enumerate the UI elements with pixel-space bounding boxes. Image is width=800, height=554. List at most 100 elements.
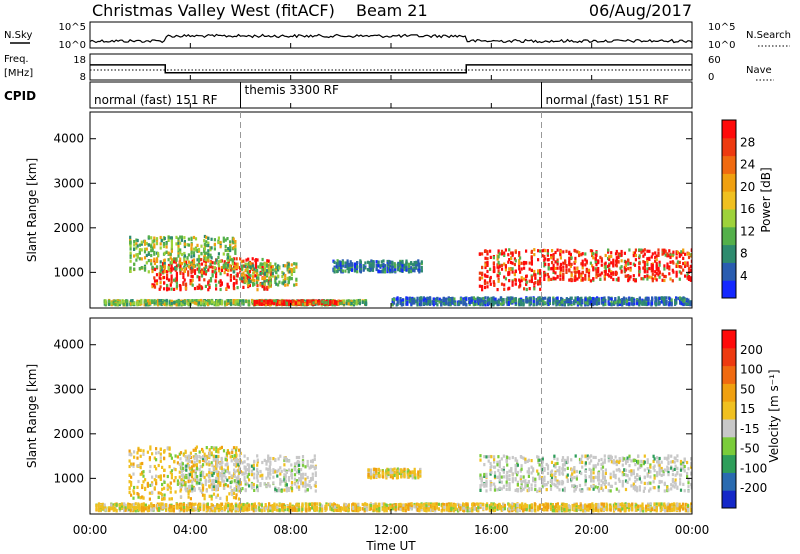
heatmap-cell xyxy=(177,252,180,256)
heatmap-cell xyxy=(416,299,419,303)
heatmap-cell xyxy=(179,241,182,245)
heatmap-cell xyxy=(214,279,217,283)
heatmap-cell xyxy=(592,296,595,301)
heatmap-cell xyxy=(618,302,621,306)
heatmap-cell xyxy=(663,267,666,271)
heatmap-cell xyxy=(253,278,256,282)
heatmap-cell xyxy=(573,299,576,303)
heatmap-cell xyxy=(324,301,327,305)
heatmap-cell xyxy=(185,468,188,472)
heatmap-cell xyxy=(551,249,554,253)
heatmap-cell xyxy=(634,248,637,252)
heatmap-cell xyxy=(542,299,545,303)
heatmap-cell xyxy=(338,264,341,268)
heatmap-cell xyxy=(646,277,649,281)
heatmap-cell xyxy=(217,280,221,284)
heatmap-cell xyxy=(580,303,583,307)
cpid-segment-text: themis 3300 RF xyxy=(245,83,339,97)
heatmap-cell xyxy=(284,273,287,278)
heatmap-cell xyxy=(570,296,573,300)
heatmap-cell xyxy=(556,258,559,262)
heatmap-cell xyxy=(225,302,229,306)
heatmap-cell xyxy=(539,287,542,291)
heatmap-cell xyxy=(658,260,661,264)
heatmap-cell xyxy=(141,470,144,475)
heatmap-cell xyxy=(511,261,514,265)
heatmap-cell xyxy=(552,257,555,261)
heatmap-cell xyxy=(153,243,156,247)
heatmap-cell xyxy=(405,261,408,265)
heatmap-cell xyxy=(513,273,516,277)
heatmap-cell xyxy=(556,262,559,266)
heatmap-cell xyxy=(416,296,419,300)
heatmap-cell xyxy=(153,250,156,255)
heatmap-cell xyxy=(522,302,525,306)
heatmap-cell xyxy=(253,299,256,303)
heatmap-cell xyxy=(341,269,344,273)
heatmap-cell xyxy=(346,261,349,265)
heatmap-cell xyxy=(576,298,579,302)
heatmap-cell xyxy=(301,302,304,306)
heatmap-cell xyxy=(484,296,487,300)
heatmap-cell xyxy=(629,261,632,266)
heatmap-cell xyxy=(440,298,443,302)
heatmap-cell xyxy=(201,449,205,453)
heatmap-cell xyxy=(594,257,597,261)
heatmap-cell xyxy=(273,302,276,306)
heatmap-cell xyxy=(513,299,516,303)
heatmap-cell xyxy=(627,262,630,266)
heatmap-cell xyxy=(151,481,154,485)
heatmap-cell xyxy=(418,299,422,303)
heatmap-cell xyxy=(205,301,208,305)
heatmap-cell xyxy=(209,263,212,267)
heatmap-cell xyxy=(215,271,218,276)
heatmap-cell xyxy=(242,271,245,275)
heatmap-cell xyxy=(188,460,192,464)
heatmap-cell xyxy=(546,272,549,277)
heatmap-cell xyxy=(547,266,550,270)
heatmap-cell xyxy=(196,267,199,271)
heatmap-cell xyxy=(658,301,661,305)
heatmap-cell xyxy=(207,282,210,286)
heatmap-cell xyxy=(382,265,385,269)
heatmap-cell xyxy=(235,446,238,450)
heatmap-cell xyxy=(225,458,228,462)
heatmap-cell xyxy=(253,270,256,274)
heatmap-cell xyxy=(364,266,367,270)
heatmap-cell xyxy=(232,301,235,305)
heatmap-cell xyxy=(182,479,185,483)
heatmap-cell xyxy=(169,453,172,457)
heatmap-cell xyxy=(678,260,681,264)
heatmap-cell xyxy=(215,462,218,466)
heatmap-cell xyxy=(288,270,291,274)
heatmap-cell xyxy=(161,487,164,491)
heatmap-cell xyxy=(525,287,528,292)
cpid-segment-text: normal (fast) 151 RF xyxy=(94,93,218,107)
heatmap-cell xyxy=(166,277,169,281)
heatmap-cell xyxy=(496,288,499,292)
heatmap-cell xyxy=(497,260,500,264)
heatmap-cell xyxy=(479,301,482,305)
heatmap-cell xyxy=(133,247,136,251)
heatmap-cell xyxy=(565,249,568,253)
heatmap-cell xyxy=(140,248,143,252)
heatmap-cell xyxy=(618,300,621,304)
heatmap-cell xyxy=(608,269,611,273)
heatmap-cell xyxy=(157,253,160,257)
heatmap-cell xyxy=(269,265,272,269)
heatmap-cell xyxy=(173,257,176,261)
heatmap-cell xyxy=(174,454,177,458)
heatmap-cell xyxy=(293,267,296,271)
heatmap-cell xyxy=(391,263,394,267)
heatmap-cell xyxy=(138,257,141,261)
heatmap-cell xyxy=(573,261,576,265)
heatmap-cell xyxy=(220,281,223,285)
heatmap-cell xyxy=(493,266,496,270)
heatmap-cell xyxy=(687,267,691,271)
heatmap-cell xyxy=(224,265,227,269)
heatmap-cell xyxy=(129,247,132,251)
heatmap-cell xyxy=(173,287,176,291)
heatmap-cell xyxy=(241,267,244,271)
heatmap-cell xyxy=(484,303,487,307)
heatmap-cell xyxy=(177,299,180,303)
